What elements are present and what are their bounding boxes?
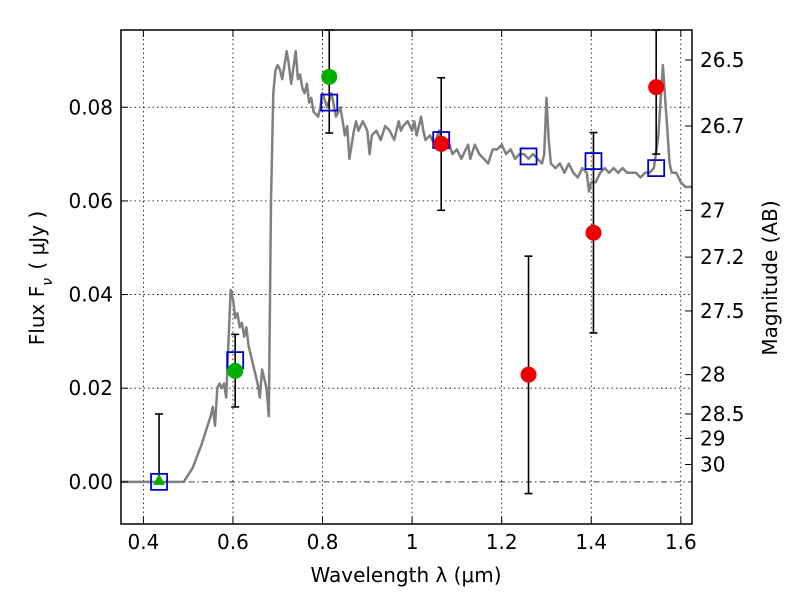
observed-point-green bbox=[321, 68, 338, 85]
x-tick-label: 0.4 bbox=[127, 530, 159, 554]
observed-point-red bbox=[585, 224, 602, 241]
right-tick-label: 29 bbox=[700, 426, 725, 450]
observed-point-red bbox=[520, 366, 537, 383]
right-tick-label: 27 bbox=[700, 198, 725, 222]
model-flux-square bbox=[584, 152, 603, 171]
observed-point-red bbox=[433, 135, 450, 152]
y-axis-title: Flux Fν ( μJy ) bbox=[25, 211, 56, 345]
x-tick-label: 1.4 bbox=[575, 530, 607, 554]
grid-layer bbox=[121, 30, 692, 524]
x-axis-title: Wavelength λ (μm) bbox=[310, 563, 501, 587]
right-tick-label: 26.7 bbox=[700, 114, 745, 138]
model-flux-square bbox=[647, 159, 666, 178]
right-tick-label: 26.5 bbox=[700, 48, 745, 72]
plot-frame bbox=[120, 29, 693, 525]
upper-limit-triangle bbox=[153, 473, 166, 485]
axis-ticks-layer: 0.4 0.6 0.8 1 1.2 1.4 1.6 0.00 0.02 0.04 0.06 0.08 2… bbox=[68, 30, 745, 554]
markers-layer bbox=[150, 68, 666, 491]
y-tick-label: 0.06 bbox=[68, 189, 113, 213]
x-tick-label: 1.6 bbox=[665, 530, 697, 554]
x-tick-label: 0.6 bbox=[217, 530, 249, 554]
right-tick-label: 28 bbox=[700, 363, 725, 387]
right-axis-title: Magnitude (AB) bbox=[758, 200, 782, 355]
right-tick-label: 28.5 bbox=[700, 402, 745, 426]
y-tick-label: 0.00 bbox=[68, 470, 113, 494]
template-spectrum-layer bbox=[121, 49, 692, 484]
y-tick-label: 0.02 bbox=[68, 376, 113, 400]
template-spectrum-line bbox=[121, 49, 692, 484]
y-tick-label: 0.04 bbox=[68, 283, 113, 307]
x-tick-label: 1.2 bbox=[486, 530, 518, 554]
error-bars-layer bbox=[155, 29, 661, 495]
model-flux-square bbox=[519, 147, 538, 166]
y-tick-label: 0.08 bbox=[68, 95, 113, 119]
observed-point-red bbox=[648, 79, 665, 96]
x-tick-label: 1 bbox=[406, 530, 419, 554]
observed-point-green bbox=[227, 362, 244, 379]
right-tick-label: 27.2 bbox=[700, 245, 745, 269]
x-tick-label: 0.8 bbox=[307, 530, 339, 554]
right-tick-label: 30 bbox=[700, 453, 725, 477]
model-flux-square bbox=[320, 93, 339, 112]
right-tick-label: 27.5 bbox=[700, 299, 745, 323]
